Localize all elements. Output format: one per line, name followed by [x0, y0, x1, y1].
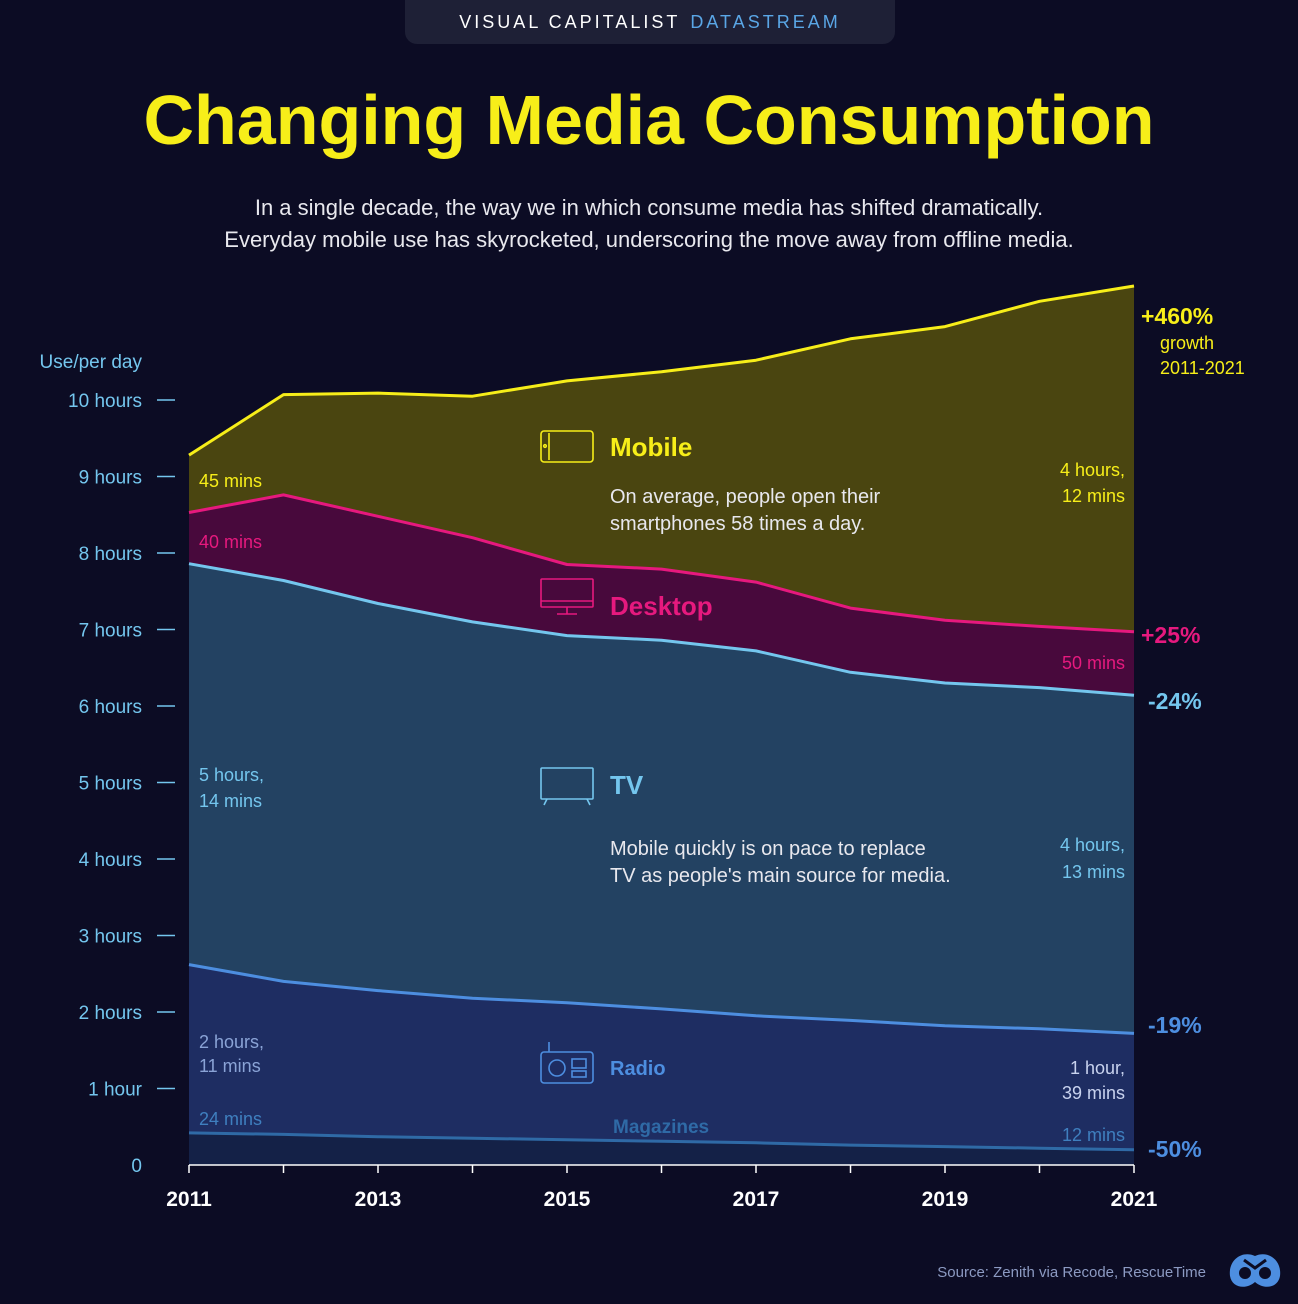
x-tick-label: 2017 — [733, 1188, 780, 1211]
series-name-magazines: Magazines — [613, 1117, 709, 1138]
series-name-tv: TV — [610, 770, 644, 800]
area-mobile — [189, 286, 1134, 632]
desktop-start-label: 40 mins — [199, 532, 262, 552]
y-tick-label: 10 hours — [68, 391, 142, 412]
series-lines — [188, 284, 1135, 1152]
line-desktop — [188, 493, 1135, 634]
area-radio — [189, 964, 1134, 1150]
tv-end-label-line-2: 13 mins — [1062, 862, 1125, 882]
desktop-monitor-icon — [540, 578, 594, 615]
mobile-change-note-line-1: growth — [1160, 333, 1214, 353]
source-note: Source: Zenith via Recode, RescueTime — [937, 1264, 1206, 1281]
series-name-mobile: Mobile — [610, 432, 692, 462]
series-name-desktop: Desktop — [610, 591, 713, 621]
tv-start-label-line-2: 14 mins — [199, 791, 262, 811]
area-tv — [189, 563, 1134, 1034]
series-name-radio: Radio — [610, 1058, 666, 1080]
axes: Use/per day 10 hours 9 hours 8 hours 7 hour… — [40, 352, 1158, 1211]
brand-accent: DATASTREAM — [690, 11, 841, 32]
desktop-change: +25% — [1141, 622, 1200, 648]
y-tick-label: 8 hours — [79, 544, 142, 565]
radio-change: -19% — [1148, 1012, 1202, 1038]
radio-end-label-line-1: 1 hour, — [1070, 1058, 1125, 1078]
magazines-end-label: 12 mins — [1062, 1125, 1125, 1145]
page-subtitle: In a single decade, the way we in which … — [0, 192, 1298, 256]
mobile-end-label-line-2: 12 mins — [1062, 486, 1125, 506]
tv-start-label-line-1: 5 hours, — [199, 765, 264, 785]
y-tick-label: 7 hours — [79, 621, 142, 642]
tv-description-line-2: TV as people's main source for media. — [610, 865, 951, 887]
television-icon — [540, 767, 594, 806]
y-axis-label: Use/per day — [40, 352, 143, 373]
tv-description-line-1: Mobile quickly is on pace to replace — [610, 838, 926, 860]
subtitle-line-1: In a single decade, the way we in which … — [254, 195, 1044, 220]
y-tick-label: 1 hour — [88, 1080, 143, 1101]
magazines-start-label: 24 mins — [199, 1109, 262, 1129]
mobile-change: +460% — [1141, 303, 1213, 329]
smartphone-icon — [540, 430, 594, 463]
y-tick-label: 9 hours — [79, 468, 142, 489]
page-title: Changing Media Consumption — [143, 81, 1155, 159]
desktop-end-label: 50 mins — [1062, 653, 1125, 673]
x-tick-label: 2015 — [544, 1188, 591, 1211]
y-tick-label: 4 hours — [79, 850, 142, 871]
tv-end-label-line-1: 4 hours, — [1060, 835, 1125, 855]
y-tick-label: 0 — [131, 1156, 142, 1177]
y-tick-label: 2 hours — [79, 1003, 142, 1024]
brand-banner: VISUAL CAPITALIST DATASTREAM — [405, 0, 895, 44]
area-magazines — [189, 1132, 1134, 1165]
tv-change: -24% — [1148, 688, 1202, 714]
y-tick-label: 3 hours — [79, 927, 142, 948]
category-icons — [540, 430, 594, 1084]
x-tick-label: 2011 — [166, 1188, 212, 1211]
magazines-change: -50% — [1148, 1136, 1202, 1162]
y-tick-label: 6 hours — [79, 697, 142, 718]
radio-start-label-line-2: 11 mins — [199, 1056, 261, 1076]
subtitle-line-2: Everyday mobile use has skyrocketed, und… — [224, 227, 1074, 252]
x-tick-label: 2021 — [1111, 1188, 1158, 1211]
chart-labels: Mobile Desktop TV Radio Magazines On ave… — [199, 303, 1245, 1162]
mobile-end-label-line-1: 4 hours, — [1060, 460, 1125, 480]
mobile-start-label: 45 mins — [199, 471, 262, 491]
y-tick-label: 5 hours — [79, 774, 142, 795]
line-mobile — [188, 284, 1135, 457]
x-tick-label: 2013 — [355, 1188, 402, 1211]
radio-start-label-line-1: 2 hours, — [199, 1032, 264, 1052]
brand-name: VISUAL CAPITALIST — [459, 11, 681, 32]
radio-icon — [540, 1042, 594, 1084]
x-tick-label: 2019 — [922, 1188, 969, 1211]
radio-end-label-line-2: 39 mins — [1062, 1083, 1125, 1103]
mobile-description-line-2: smartphones 58 times a day. — [610, 513, 865, 535]
area-desktop — [189, 494, 1134, 696]
line-radio — [188, 963, 1135, 1035]
mobile-description-line-1: On average, people open their — [610, 486, 881, 508]
mobile-change-note-line-2: 2011-2021 — [1160, 358, 1245, 378]
line-magazines — [188, 1131, 1135, 1152]
line-tv — [188, 562, 1135, 697]
visual-capitalist-logo-icon — [1229, 1254, 1281, 1287]
area-layers — [189, 286, 1134, 1165]
